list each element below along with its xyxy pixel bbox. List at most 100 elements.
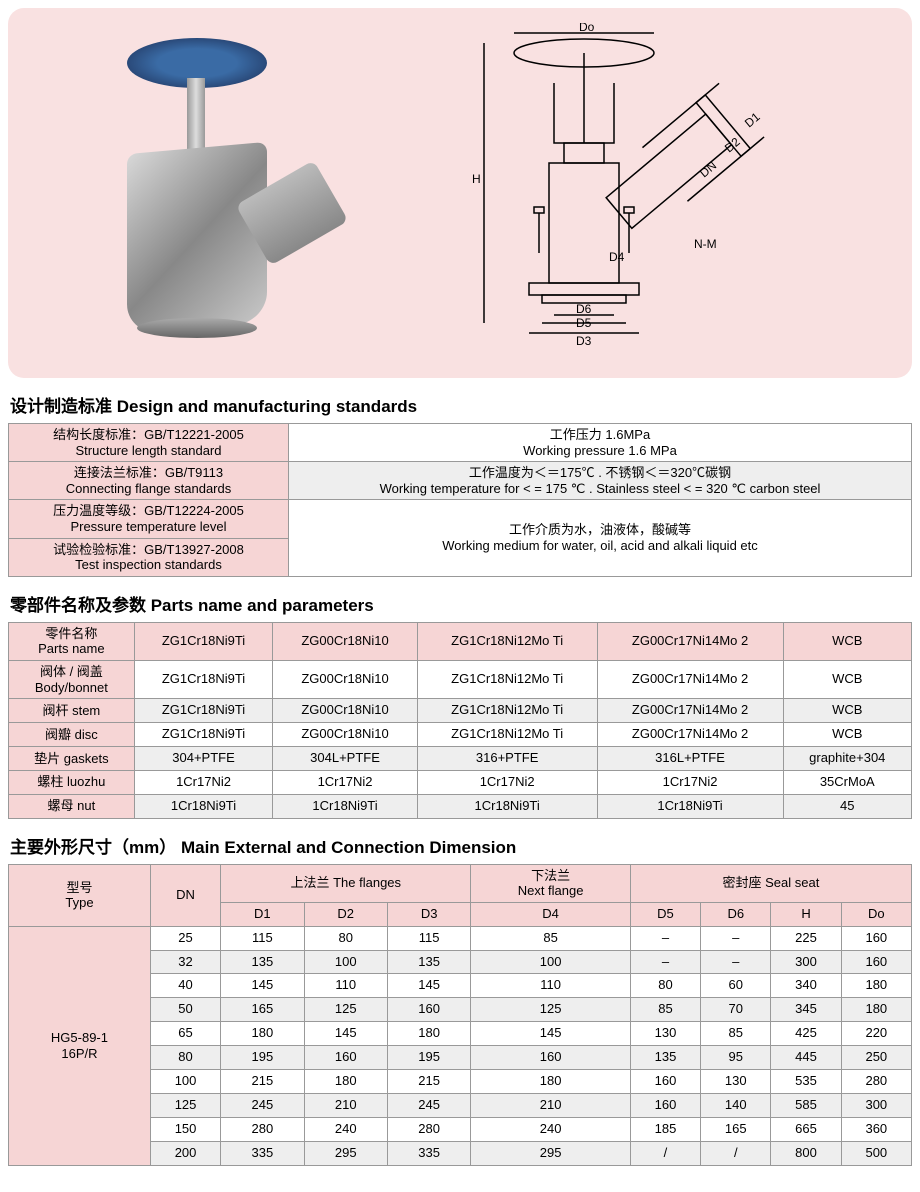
diagram-label: N-M [694, 237, 717, 251]
parts-cell: ZG1Cr18Ni9Ti [134, 699, 273, 723]
dims-cell: 65 [150, 1022, 220, 1046]
parts-cell: WCB [783, 660, 911, 698]
parts-header-col: WCB [783, 622, 911, 660]
parts-cell: 1Cr18Ni9Ti [417, 794, 597, 818]
parts-cell: ZG00Cr17Ni14Mo 2 [597, 660, 783, 698]
dimension-diagram: Do H D1 D2 DN D4 N-M D6 D5 D3 [434, 23, 834, 363]
dims-cell: 140 [701, 1093, 771, 1117]
parts-header-col: ZG1Cr18Ni9Ti [134, 622, 273, 660]
parts-row-label: 螺柱 luozhu [9, 770, 135, 794]
dims-cell: 295 [471, 1141, 631, 1165]
dims-cell: 195 [387, 1046, 470, 1070]
dims-cell: 300 [771, 950, 841, 974]
dims-cell: 585 [771, 1093, 841, 1117]
dims-cell: 165 [701, 1117, 771, 1141]
dims-cell: 445 [771, 1046, 841, 1070]
dims-cell: 240 [471, 1117, 631, 1141]
dims-cell: 180 [841, 998, 911, 1022]
parts-row-label: 阀杆 stem [9, 699, 135, 723]
dims-header-next: 下法兰Next flange [471, 864, 631, 902]
dims-cell: 85 [701, 1022, 771, 1046]
dims-cell: 25 [150, 926, 220, 950]
parts-cell: WCB [783, 699, 911, 723]
dims-cell: 210 [304, 1093, 387, 1117]
dims-cell: 500 [841, 1141, 911, 1165]
dims-cell: 300 [841, 1093, 911, 1117]
dims-cell: 160 [387, 998, 470, 1022]
dims-subheader: D4 [471, 902, 631, 926]
dims-cell: 210 [471, 1093, 631, 1117]
dims-cell: 180 [387, 1022, 470, 1046]
dims-cell: 135 [221, 950, 304, 974]
dims-cell: 110 [471, 974, 631, 998]
dims-cell: 280 [841, 1070, 911, 1094]
design-right-cell: 工作介质为水，油液体，酸碱等Working medium for water, … [289, 500, 912, 576]
dims-cell: 335 [221, 1141, 304, 1165]
dims-cell: – [701, 950, 771, 974]
dims-cell: 160 [630, 1093, 700, 1117]
dims-cell: 95 [701, 1046, 771, 1070]
dims-cell: 80 [150, 1046, 220, 1070]
design-right-cell: 工作压力 1.6MPaWorking pressure 1.6 MPa [289, 424, 912, 462]
dims-cell: 100 [471, 950, 631, 974]
valve-body-graphic [127, 142, 267, 334]
dims-header-seal: 密封座 Seal seat [630, 864, 911, 902]
dims-cell: 145 [304, 1022, 387, 1046]
hero-panel: Do H D1 D2 DN D4 N-M D6 D5 D3 [8, 8, 912, 378]
section-title-design: 设计制造标准 Design and manufacturing standard… [10, 392, 910, 417]
parts-cell: ZG1Cr18Ni9Ti [134, 723, 273, 747]
dims-cell: 215 [221, 1070, 304, 1094]
dims-subheader: D6 [701, 902, 771, 926]
diagram-label: D6 [576, 302, 592, 316]
dims-cell: 185 [630, 1117, 700, 1141]
design-standards-table: 结构长度标准：GB/T12221-2005Structure length st… [8, 423, 912, 577]
dims-cell: 180 [304, 1070, 387, 1094]
dims-cell: 80 [304, 926, 387, 950]
parts-cell: 304L+PTFE [273, 746, 417, 770]
design-right-cell: 工作温度为＜＝175℃ . 不锈钢＜＝320℃碳钢Working tempera… [289, 462, 912, 500]
dims-cell: 280 [387, 1117, 470, 1141]
parts-cell: 1Cr17Ni2 [417, 770, 597, 794]
dims-cell: 195 [221, 1046, 304, 1070]
dims-cell: 40 [150, 974, 220, 998]
parts-cell: 1Cr17Ni2 [597, 770, 783, 794]
dims-header-dn: DN [150, 864, 220, 926]
dims-cell: 145 [221, 974, 304, 998]
dims-cell: 200 [150, 1141, 220, 1165]
dims-subheader: D1 [221, 902, 304, 926]
dims-cell: 180 [221, 1022, 304, 1046]
parts-cell: 1Cr17Ni2 [273, 770, 417, 794]
design-left-cell: 连接法兰标准：GB/T9113Connecting flange standar… [9, 462, 289, 500]
dims-cell: 100 [150, 1070, 220, 1094]
dims-cell: 245 [221, 1093, 304, 1117]
dims-cell: / [630, 1141, 700, 1165]
diagram-label: D1 [741, 110, 762, 131]
product-photo [87, 38, 317, 348]
dims-cell: 165 [221, 998, 304, 1022]
dims-cell: 160 [304, 1046, 387, 1070]
dims-header-flanges: 上法兰 The flanges [221, 864, 471, 902]
dims-cell: 800 [771, 1141, 841, 1165]
dimensions-table: 型号TypeDN上法兰 The flanges下法兰Next flange密封座… [8, 864, 912, 1166]
dims-cell: 125 [471, 998, 631, 1022]
dims-cell: 245 [387, 1093, 470, 1117]
valve-base-flange [137, 318, 257, 338]
dims-cell: – [630, 926, 700, 950]
parts-cell: ZG00Cr18Ni10 [273, 723, 417, 747]
dims-cell: 340 [771, 974, 841, 998]
parts-header-col0: 零件名称Parts name [9, 622, 135, 660]
dims-cell: 225 [771, 926, 841, 950]
dims-cell: 80 [630, 974, 700, 998]
parts-cell: WCB [783, 723, 911, 747]
parts-header-col: ZG00Cr18Ni10 [273, 622, 417, 660]
parts-header-col: ZG1Cr18Ni12Mo Ti [417, 622, 597, 660]
dims-cell: 32 [150, 950, 220, 974]
parts-row-label: 阀体 / 阀盖Body/bonnet [9, 660, 135, 698]
dims-cell: 220 [841, 1022, 911, 1046]
dims-cell: 70 [701, 998, 771, 1022]
section-title-dims: 主要外形尺寸（mm） Main External and Connection … [10, 833, 910, 858]
dims-cell: 125 [304, 998, 387, 1022]
dims-cell: 145 [471, 1022, 631, 1046]
dims-cell: 295 [304, 1141, 387, 1165]
dims-cell: 110 [304, 974, 387, 998]
